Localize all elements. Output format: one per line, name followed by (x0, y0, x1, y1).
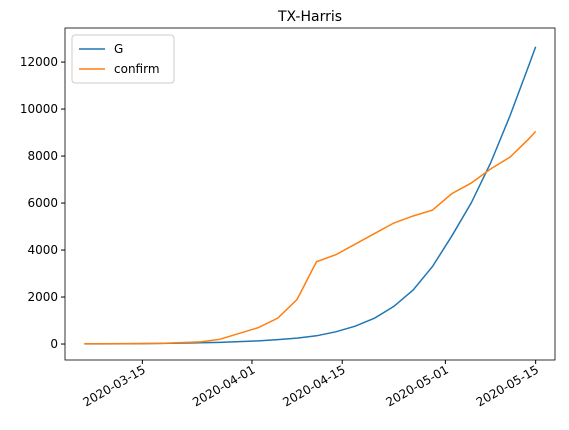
legend-label: confirm (114, 62, 160, 76)
legend-box (71, 34, 175, 84)
y-tick-label: 12000 (20, 55, 58, 69)
line-series (84, 130, 537, 345)
y-tick-label: 10000 (20, 102, 58, 116)
axes-frame (64, 27, 556, 361)
y-tick-label: 8000 (27, 149, 58, 163)
y-tick-label: 4000 (27, 243, 58, 257)
y-tick-label: 6000 (27, 196, 58, 210)
y-tick-label: 2000 (27, 290, 58, 304)
legend-label: G (114, 42, 123, 56)
chart-title: TX-Harris (277, 9, 342, 25)
y-tick-label: 0 (50, 337, 58, 351)
